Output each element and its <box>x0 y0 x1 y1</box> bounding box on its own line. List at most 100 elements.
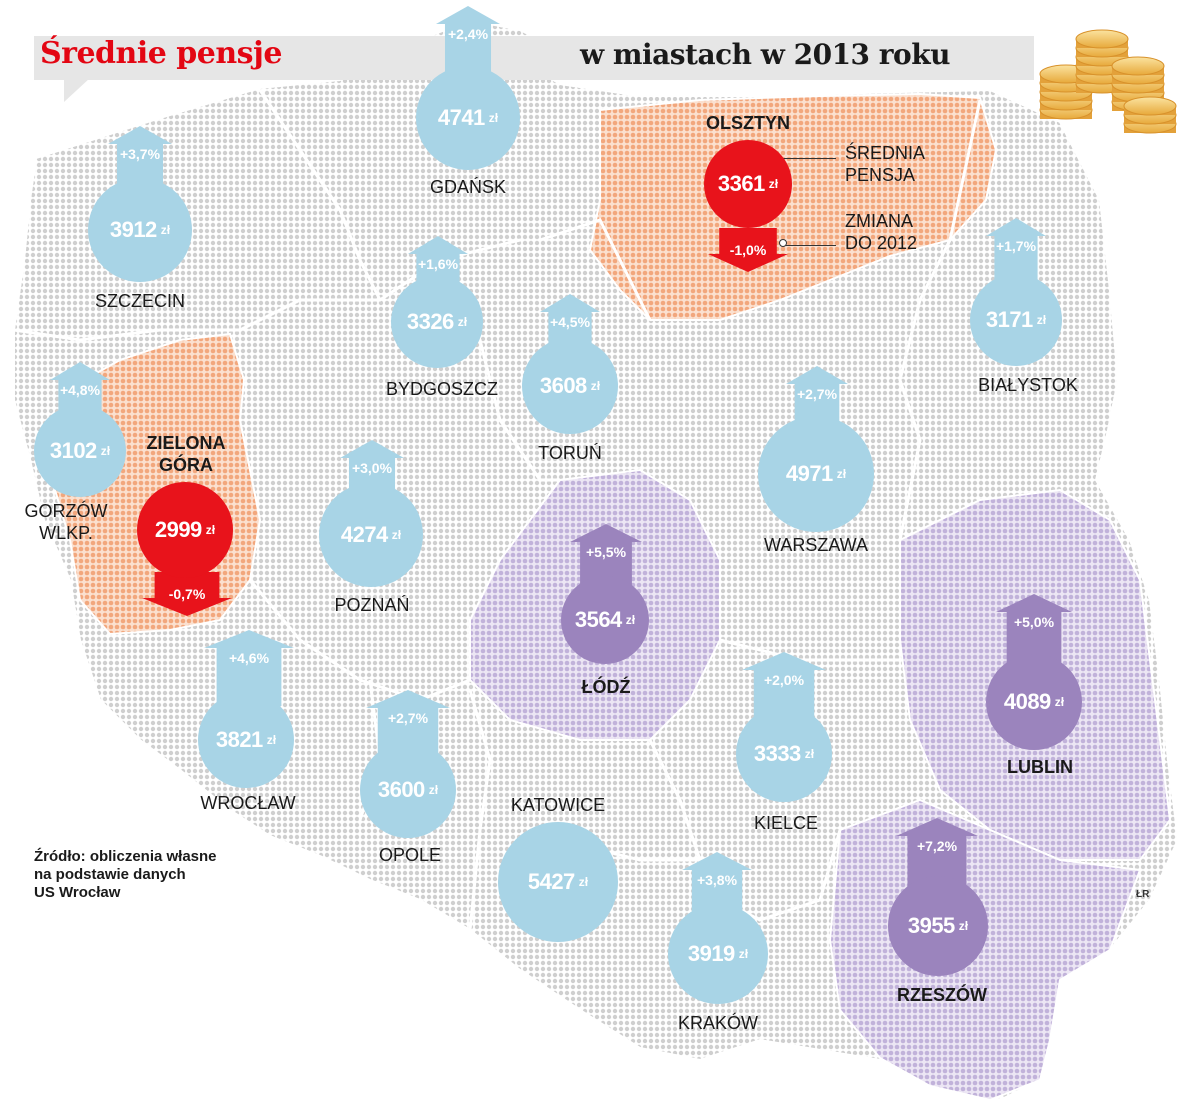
city-name: GORZÓW WLKP. <box>24 501 108 543</box>
salary-circle: 3333 zł <box>736 706 832 802</box>
legend-salary-line <box>778 158 836 159</box>
currency-unit: zł <box>1036 313 1047 327</box>
increase-arrow: +2,7% <box>786 366 848 430</box>
increase-arrow: +4,6% <box>204 630 294 706</box>
city-name: WARSZAWA <box>764 535 868 555</box>
city-name: KIELCE <box>753 813 819 833</box>
change-label: +3,0% <box>351 460 393 476</box>
arrow-shape <box>340 440 404 497</box>
change-label: +1,7% <box>995 238 1037 254</box>
change-label: +3,8% <box>696 872 738 888</box>
region-warminsko-mazurskie <box>588 92 998 321</box>
city-name: BYDGOSZCZ <box>385 379 498 399</box>
salary-value: 3608 <box>539 373 587 398</box>
salary-value: 2999 <box>154 517 202 542</box>
increase-arrow: +1,7% <box>986 218 1046 288</box>
arrow-shape <box>366 690 450 756</box>
currency-unit: zł <box>804 747 815 761</box>
title-text: w miastach w 2013 roku <box>580 38 950 71</box>
change-label: -1,0% <box>729 242 767 258</box>
change-label: +5,5% <box>585 544 627 560</box>
coin-face <box>1075 29 1129 49</box>
arrow-shape <box>708 228 788 272</box>
salary-circle: 3919 zł <box>668 904 768 1004</box>
change-label: +7,2% <box>916 838 958 854</box>
currency-unit: zł <box>836 467 847 481</box>
increase-arrow: +5,0% <box>996 594 1072 668</box>
salary-value: 3333 <box>753 741 801 766</box>
arrow-shape <box>50 362 110 419</box>
change-label: +2,7% <box>387 710 429 726</box>
increase-arrow: +3,8% <box>682 852 752 918</box>
arrow-shape <box>742 652 826 720</box>
arrow-shape <box>986 218 1046 288</box>
salary-value: 4971 <box>785 461 833 486</box>
city-name: ZIELONA GÓRA <box>146 433 226 475</box>
arrow-shape <box>108 126 172 192</box>
currency-unit: zł <box>1054 695 1065 709</box>
salary-circle: 3564 zł <box>561 576 649 664</box>
salary-circle: 4274 zł <box>319 483 423 587</box>
arrow-shape <box>142 572 232 616</box>
legend-change-dot <box>779 239 787 247</box>
currency-unit: zł <box>625 613 636 627</box>
city-name: TORUŃ <box>538 443 602 463</box>
salary-circle: 3326 zł <box>391 276 483 368</box>
salary-value: 3955 <box>907 913 955 938</box>
city-name: OPOLE <box>378 845 442 865</box>
change-label: +1,6% <box>417 256 459 272</box>
salary-value: 3102 <box>49 438 97 463</box>
arrow-shape <box>540 294 600 352</box>
increase-arrow: +4,8% <box>50 362 110 419</box>
legend-change-line <box>786 245 836 246</box>
change-label: -0,7% <box>168 586 206 602</box>
salary-value: 3564 <box>574 607 622 632</box>
currency-unit: zł <box>590 379 601 393</box>
arrow-shape <box>682 852 752 918</box>
salary-value: 3821 <box>215 727 263 752</box>
arrow-shape <box>408 236 468 290</box>
coin-face <box>1111 56 1165 76</box>
legend-change-text: ZMIANA DO 2012 <box>845 211 918 253</box>
increase-arrow: +4,5% <box>540 294 600 352</box>
arrow-shape <box>896 818 978 890</box>
currency-unit: zł <box>738 947 749 961</box>
salary-circle: 3361 zł <box>704 140 792 228</box>
currency-unit: zł <box>958 919 969 933</box>
change-label: +4,5% <box>549 314 591 330</box>
increase-arrow: +2,4% <box>436 6 500 80</box>
salary-circle: 2999 zł <box>137 482 233 578</box>
increase-arrow: +2,0% <box>742 652 826 720</box>
salary-value: 4089 <box>1003 689 1051 714</box>
city-name: BIAŁYSTOK <box>978 375 1078 395</box>
city-name: KRAKÓW <box>677 1013 758 1033</box>
salary-circle: 3171 zł <box>970 274 1062 366</box>
change-label: +2,7% <box>796 386 838 402</box>
currency-unit: zł <box>266 733 277 747</box>
increase-arrow: +3,0% <box>340 440 404 497</box>
city-name: WROCŁAW <box>200 793 296 813</box>
salary-value: 3326 <box>406 309 454 334</box>
currency-unit: zł <box>160 223 171 237</box>
currency-unit: zł <box>428 783 439 797</box>
title-highlight: Średnie pensje <box>40 36 282 71</box>
source-note: Źródło: obliczenia własne na podstawie d… <box>34 848 217 901</box>
salary-circle: 3821 zł <box>198 692 294 788</box>
salary-value: 4741 <box>437 105 485 130</box>
city-name: POZNAŃ <box>334 595 410 615</box>
coin-face <box>1123 96 1177 116</box>
salary-circle: 4089 zł <box>986 654 1082 750</box>
salary-circle: 3102 zł <box>34 405 126 497</box>
currency-unit: zł <box>391 528 402 542</box>
currency-unit: zł <box>100 444 111 458</box>
increase-arrow: +3,7% <box>108 126 172 192</box>
change-label: +3,7% <box>119 146 161 162</box>
salary-circle: 3912 zł <box>88 178 192 282</box>
change-label: +2,0% <box>763 672 805 688</box>
increase-arrow: +2,7% <box>366 690 450 756</box>
arrow-shape <box>570 524 642 590</box>
currency-unit: zł <box>205 523 216 537</box>
salary-circle: 5427 zł <box>498 822 618 942</box>
arrow-shape <box>436 6 500 80</box>
